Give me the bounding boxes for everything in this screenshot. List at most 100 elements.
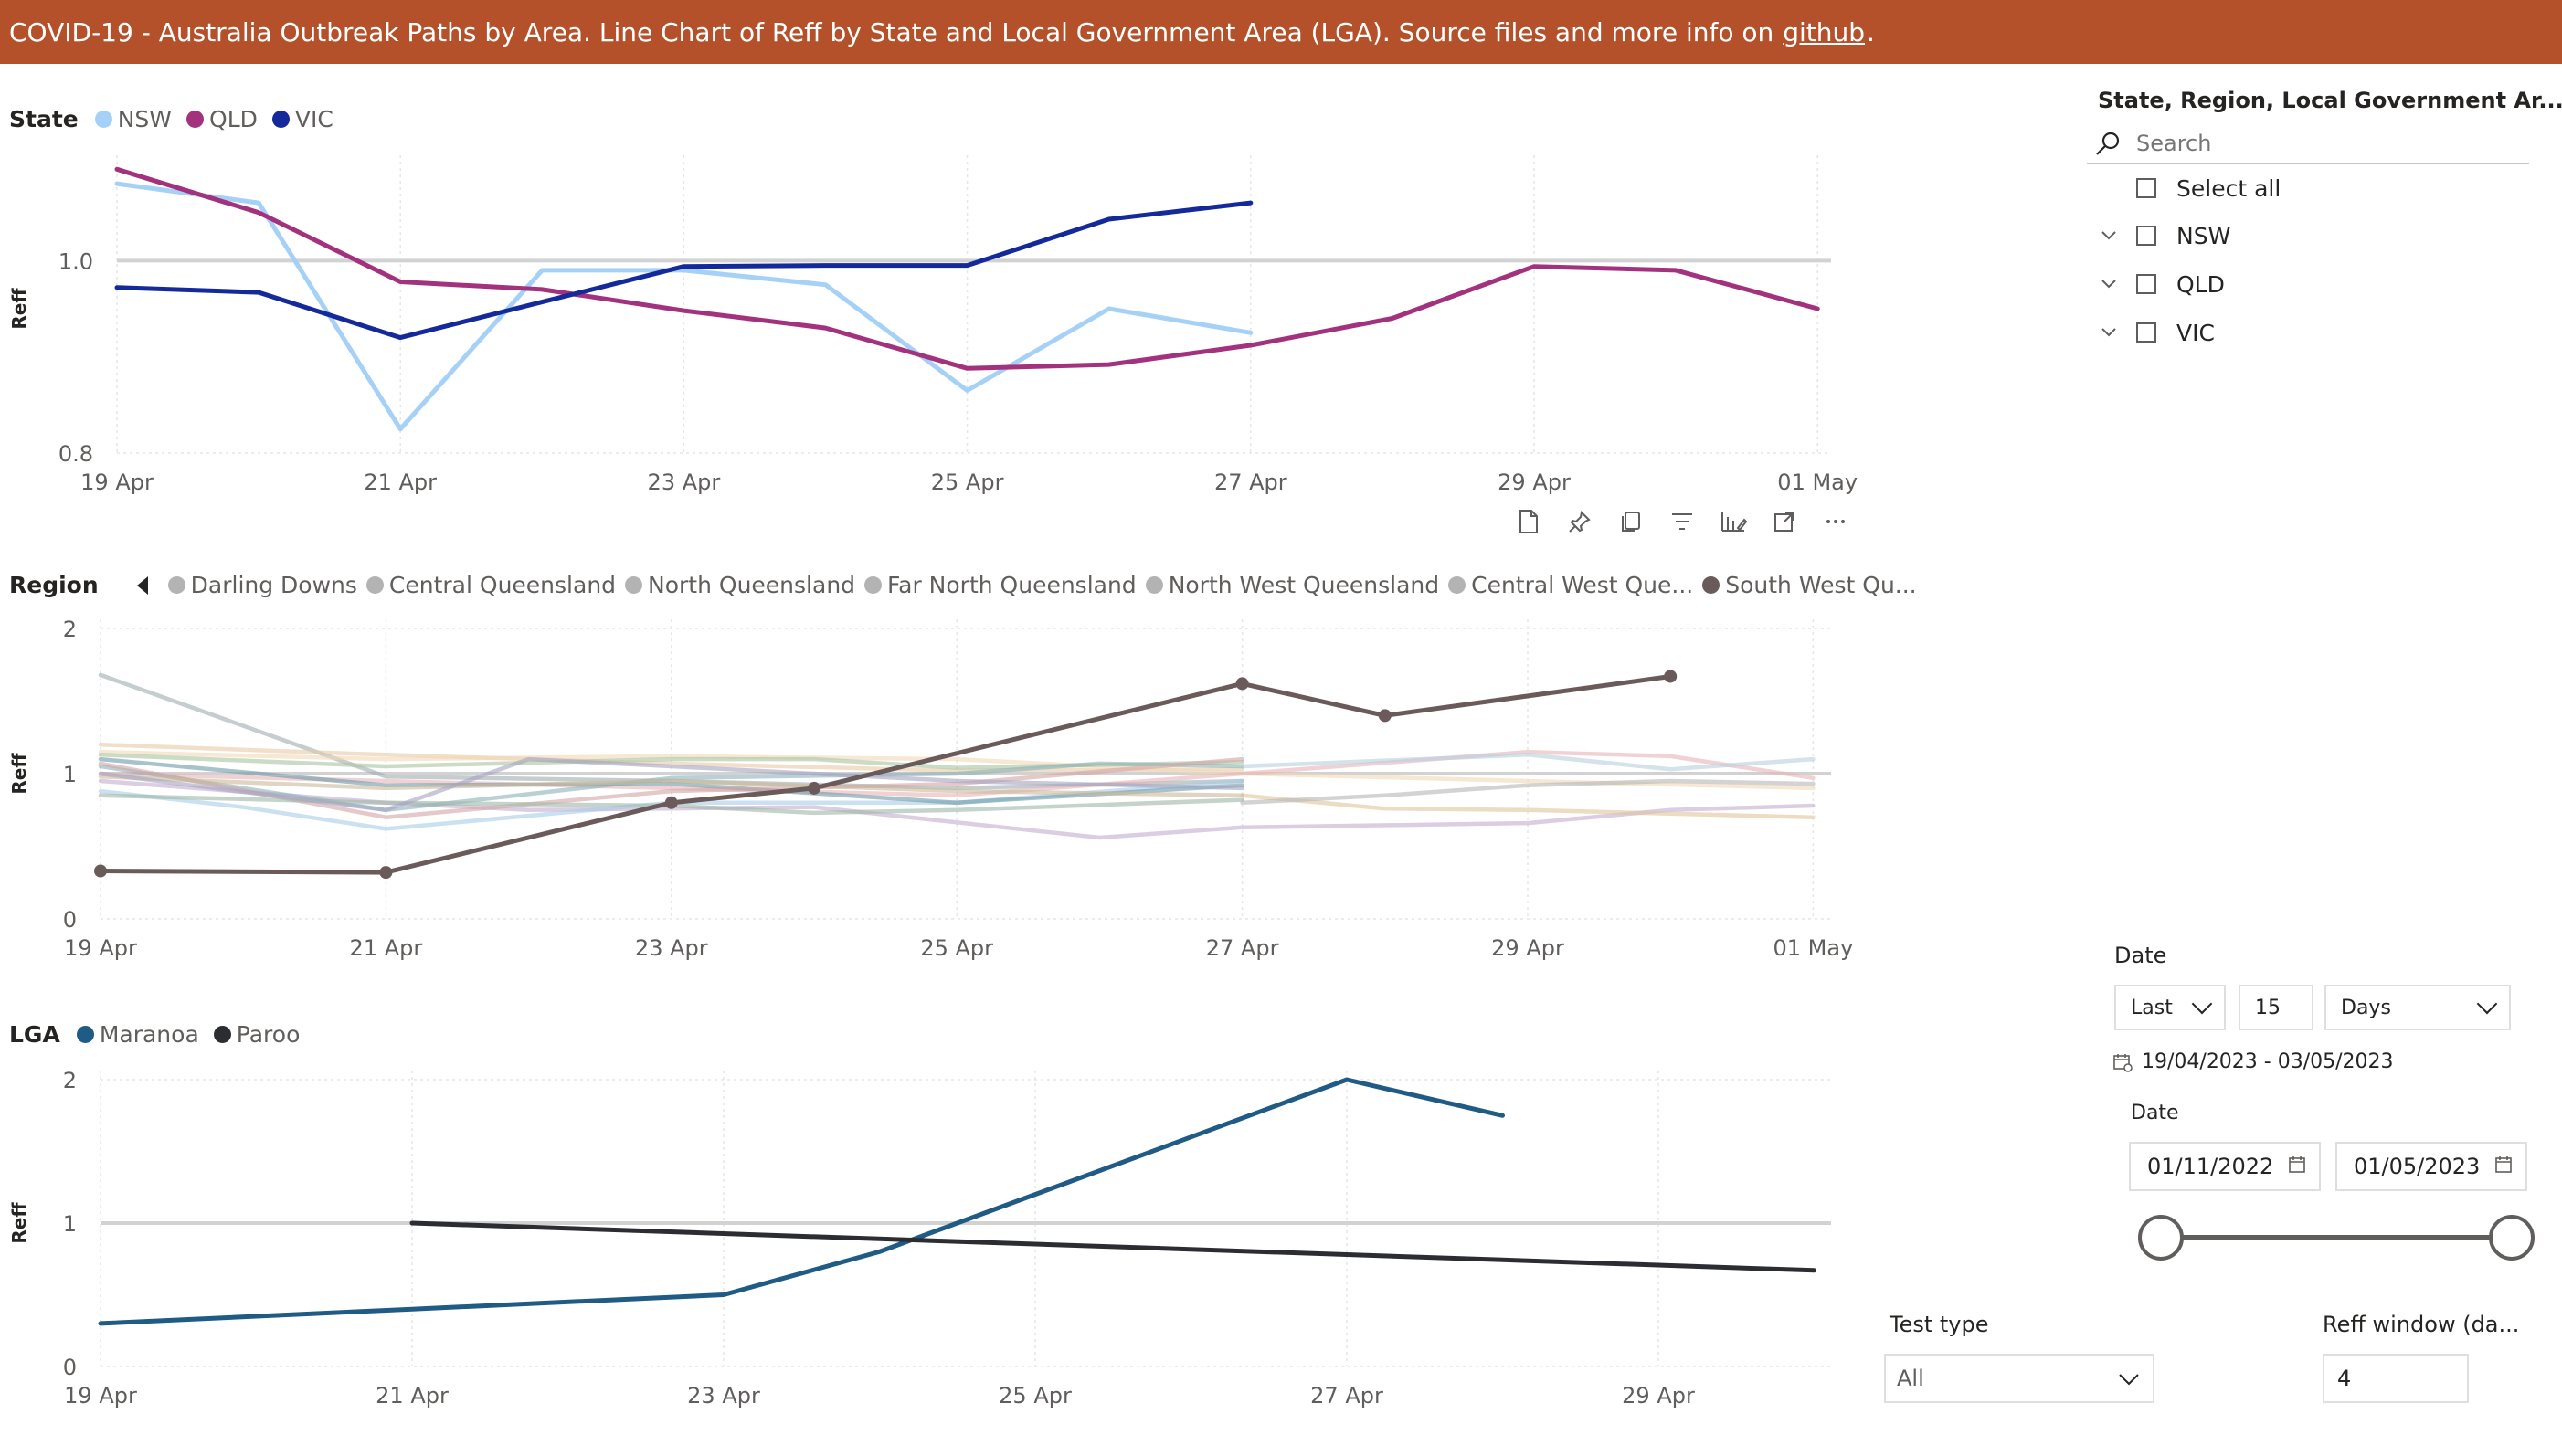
calendar-icon[interactable] xyxy=(2288,1154,2306,1179)
y-tick-label: 2 xyxy=(63,617,77,642)
x-tick-label: 19 Apr xyxy=(64,935,137,961)
legend-item-qld[interactable]: QLD xyxy=(186,106,258,132)
date-mode-dropdown[interactable]: Last xyxy=(2114,985,2226,1030)
date-slider-end-handle[interactable] xyxy=(2489,1215,2535,1261)
x-tick-label: 27 Apr xyxy=(1214,470,1287,495)
search-input[interactable] xyxy=(2134,130,2504,157)
series-line-faded xyxy=(1240,778,1816,806)
series-line-faded xyxy=(98,753,1244,770)
test-type-value: All xyxy=(1897,1366,1924,1391)
x-tick-label: 25 Apr xyxy=(999,1383,1072,1409)
legend-scroll-left-icon[interactable] xyxy=(136,575,148,595)
series-line-faded xyxy=(98,742,1244,774)
data-point xyxy=(1378,709,1392,723)
start-date-input[interactable]: 01/11/2022 xyxy=(2129,1142,2321,1191)
visual-toolbar xyxy=(1515,508,1849,535)
slicer-search xyxy=(2087,124,2529,164)
legend-label: VIC xyxy=(294,106,333,132)
chevron-down-icon[interactable] xyxy=(2098,273,2120,295)
legend-label: NSW xyxy=(117,106,173,132)
data-point xyxy=(808,781,820,795)
slicer-item-qld[interactable]: QLD xyxy=(2098,266,2225,302)
more-icon[interactable] xyxy=(1822,508,1849,535)
region-legend-title: Region xyxy=(9,572,99,598)
legend-item-region[interactable]: Darling Downs xyxy=(167,572,357,598)
series-line-nsw xyxy=(114,181,1254,432)
x-tick-label: 23 Apr xyxy=(635,935,708,961)
date-slider-start-handle[interactable] xyxy=(2138,1215,2184,1261)
series-line-vic xyxy=(114,200,1254,341)
series-line-faded xyxy=(98,756,1244,813)
legend-label: Far North Queensland xyxy=(887,572,1137,598)
y-tick-label: 0 xyxy=(63,907,77,933)
search-icon xyxy=(2094,130,2122,157)
x-tick-label: 27 Apr xyxy=(1310,1383,1383,1409)
x-tick-label: 21 Apr xyxy=(364,470,437,495)
focus-icon[interactable] xyxy=(1771,508,1798,535)
data-point xyxy=(379,866,393,880)
end-date-value: 01/05/2023 xyxy=(2354,1154,2481,1179)
github-link[interactable]: github xyxy=(1783,16,1866,47)
test-type-dropdown[interactable]: All xyxy=(1884,1354,2154,1403)
copy-icon[interactable] xyxy=(1617,508,1645,535)
slicer-item-nsw[interactable]: NSW xyxy=(2098,217,2230,254)
legend-item-region[interactable]: North Queensland xyxy=(625,572,855,598)
state-reff-chart[interactable]: 0.8 1.0 19 Apr 21 Apr 23 Apr 25 Apr 27 Apr 29 A… xyxy=(0,137,1864,502)
x-tick-label: 21 Apr xyxy=(350,935,423,961)
lga-legend-title: LGA xyxy=(9,1021,60,1048)
x-tick-label: 29 Apr xyxy=(1622,1383,1695,1409)
chevron-down-icon[interactable] xyxy=(2098,322,2120,343)
legend-dot xyxy=(76,1026,94,1043)
legend-dot xyxy=(94,111,112,128)
page-icon[interactable] xyxy=(1515,508,1542,535)
report-banner: COVID-19 - Australia Outbreak Paths by A… xyxy=(0,0,2562,64)
legend-item-vic[interactable]: VIC xyxy=(271,106,333,132)
legend-item-region[interactable]: Far North Queensland xyxy=(864,572,1137,598)
date-unit-dropdown[interactable]: Days xyxy=(2324,985,2511,1030)
checkbox[interactable] xyxy=(2136,226,2156,246)
chevron-down-icon xyxy=(2118,1366,2140,1391)
date-count-input[interactable]: 15 xyxy=(2239,985,2313,1030)
x-tick-label: 19 Apr xyxy=(80,470,154,495)
area-slicer-title: State, Region, Local Government Ar... xyxy=(2098,88,2562,113)
calendar-icon[interactable] xyxy=(2494,1154,2513,1179)
x-tick-label: 29 Apr xyxy=(1498,470,1571,495)
checkbox[interactable] xyxy=(2136,274,2156,294)
lga-reff-chart[interactable]: 0 1 2 19 Apr 21 Apr 23 Apr 25 Apr 27 Apr 29 Apr R… xyxy=(0,1050,1864,1452)
date-filter-title: Date xyxy=(2114,943,2167,968)
legend-item-paroo[interactable]: Paroo xyxy=(213,1021,300,1048)
chevron-down-icon[interactable] xyxy=(2098,225,2120,247)
reff-window-input[interactable]: 4 xyxy=(2323,1354,2469,1403)
series-line-faded xyxy=(98,793,1244,816)
slicer-item-label: NSW xyxy=(2176,222,2231,249)
pin-icon[interactable] xyxy=(1566,508,1593,535)
filter-icon[interactable] xyxy=(1668,508,1696,535)
legend-item-region[interactable]: Central Queensland xyxy=(365,572,616,598)
legend-label: QLD xyxy=(209,106,258,132)
legend-item-region[interactable]: North West Queensland xyxy=(1145,572,1439,598)
date-slider-track[interactable] xyxy=(2162,1235,2513,1240)
legend-item-maranoa[interactable]: Maranoa xyxy=(76,1021,199,1048)
legend-item-region[interactable]: Central West Que... xyxy=(1448,572,1693,598)
series-line-faded xyxy=(1240,753,1816,772)
region-reff-chart[interactable]: 0 1 2 19 Apr 21 Apr 23 Apr 25 Apr 27 Apr 29 Apr 0… xyxy=(0,603,1864,968)
legend-dot xyxy=(365,576,384,594)
y-tick-label: 0 xyxy=(63,1355,77,1380)
legend-dot xyxy=(213,1026,231,1043)
legend-dot xyxy=(864,576,883,594)
legend-item-nsw[interactable]: NSW xyxy=(94,106,173,132)
legend-label: Maranoa xyxy=(99,1021,199,1048)
y-tick-label: 0.8 xyxy=(58,441,93,467)
banner-text: COVID-19 - Australia Outbreak Paths by A… xyxy=(9,16,1774,47)
format-icon[interactable] xyxy=(1720,508,1747,535)
checkbox[interactable] xyxy=(2136,178,2156,198)
checkbox[interactable] xyxy=(2136,322,2156,343)
end-date-input[interactable]: 01/05/2023 xyxy=(2335,1142,2527,1191)
slicer-select-all[interactable]: Select all xyxy=(2136,170,2281,206)
legend-item-region[interactable]: South West Qu... xyxy=(1702,572,1917,598)
date-range-title: Date xyxy=(2131,1102,2179,1124)
slicer-item-vic[interactable]: VIC xyxy=(2098,314,2215,351)
y-axis-label: Reff xyxy=(8,288,30,330)
reff-window-title: Reff window (da... xyxy=(2323,1312,2520,1337)
test-type-title: Test type xyxy=(1890,1312,1989,1337)
